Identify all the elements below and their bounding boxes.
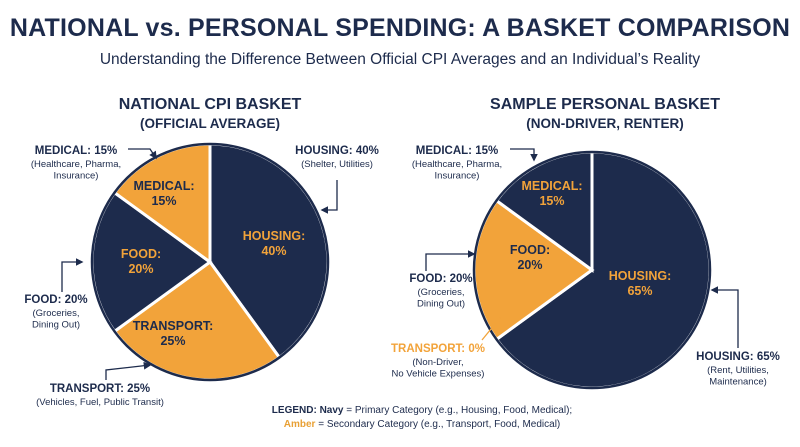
personal-transport-callout-detail-line: No Vehicle Expenses) [392,369,485,380]
national-transport-callout-heading: TRANSPORT: 25% [50,383,150,395]
personal-subtitle-text: (NON-DRIVER, RENTER) [526,116,684,131]
housing-slice-label-line: 65% [627,284,652,298]
transport-slice-label-line: TRANSPORT: [133,319,214,333]
national-housing-callout-heading: HOUSING: 40% [295,145,379,157]
national-medical-arrow [128,148,157,160]
personal-food-callout-detail: (Groceries, Dining Out) [417,287,465,310]
personal-medical-callout-detail-line: (Healthcare, Pharma, [412,159,502,170]
national-medical-callout-heading: MEDICAL: 15% [35,145,117,157]
national-housing-arrow [320,180,338,214]
personal-housing-arrow [710,286,739,348]
personal-housing-callout-heading: HOUSING: 65% [696,351,780,363]
housing-slice-label-line: 40% [261,244,286,258]
legend-line-amber: Amber = Secondary Category (e.g., Transp… [262,418,582,432]
national-transport-arrow [105,361,152,380]
legend-amber-text: = Secondary Category (e.g., Transport, F… [318,419,561,430]
personal-chart-title: SAMPLE PERSONAL BASKET (NON-DRIVER, RENT… [470,96,740,131]
national-subtitle-text: (OFFICIAL AVERAGE) [140,116,280,131]
personal-title-text: SAMPLE PERSONAL BASKET [490,96,720,113]
personal-housing-callout-detail: (Rent, Utilities, Maintenance) [707,365,769,388]
national-chart-title: NATIONAL CPI BASKET (OFFICIAL AVERAGE) [90,96,330,131]
national-food-callout-detail-line: (Groceries, [33,308,80,319]
national-food-arrow [61,258,84,292]
page-subtitle: Understanding the Difference Between Off… [99,51,701,68]
personal-transport-callout-heading: TRANSPORT: 0% [391,343,485,355]
medical-slice-label-line: 15% [539,194,564,208]
national-transport-callout-detail: (Vehicles, Fuel, Public Transit) [36,397,164,408]
personal-housing-callout-heading-line: HOUSING: 65% [696,351,780,363]
national-transport-callout-heading-line: TRANSPORT: 25% [50,383,150,395]
food-slice-label-line: 20% [128,262,153,276]
legend-amber-word: Amber [283,419,316,430]
food-slice-label: FOOD: 20% [510,243,550,272]
legend-label: LEGEND: [271,405,317,416]
personal-transport-callout-detail-line: (Non-Driver, [412,357,463,368]
personal-medical-callout-heading: MEDICAL: 15% [416,145,498,157]
page-title: NATIONAL vs. PERSONAL SPENDING: A BASKET… [9,14,791,42]
callouts: MEDICAL: 15%(Healthcare, Pharma, Insuranc… [24,145,779,408]
national-title-text: NATIONAL CPI BASKET [118,96,302,113]
national-medical-callout-detail-line: (Healthcare, Pharma, [31,159,121,170]
personal-transport-arrow [481,316,501,341]
transport-slice-label: TRANSPORT: 25% [133,319,214,348]
personal-transport-callout-heading-line: TRANSPORT: 0% [391,343,485,355]
pie-outline [472,150,712,390]
personal-food-callout-heading: FOOD: 20% [409,273,472,285]
food-slice-label-line: 20% [517,258,542,272]
national-transport-callout-detail-line: (Vehicles, Fuel, Public Transit) [36,397,164,408]
personal-transport-callout-detail: (Non-Driver, No Vehicle Expenses) [392,357,485,380]
national-housing-callout-heading-line: HOUSING: 40% [295,145,379,157]
medical-slice-label-line: MEDICAL: [133,179,194,193]
personal-medical-arrow [510,148,538,162]
food-slice-label: FOOD: 20% [121,247,161,276]
personal-pie: HOUSING: 65% FOOD: 20% MEDICAL: 15% [472,150,712,390]
food-slice-label-line: FOOD: [121,247,161,261]
national-food-callout-detail-line: Dining Out) [32,320,80,331]
personal-food-callout-detail-line: Dining Out) [417,299,465,310]
personal-food-callout-detail-line: (Groceries, [418,287,465,298]
national-food-callout-heading: FOOD: 20% [24,294,87,306]
personal-housing-callout-detail-line: Maintenance) [709,377,767,388]
national-medical-callout-heading-line: MEDICAL: 15% [35,145,117,157]
medical-slice-label-line: MEDICAL: [521,179,582,193]
transport-slice-label-line: 25% [160,334,185,348]
medical-slice-label: MEDICAL: 15% [133,179,194,208]
national-housing-callout-detail: (Shelter, Utilities) [301,159,373,170]
national-medical-callout-detail-line: Insurance) [54,171,99,182]
food-slice-label-line: FOOD: [510,243,550,257]
personal-food-arrow [425,250,476,271]
legend-navy-text: = Primary Category (e.g., Housing, Food,… [346,405,573,416]
national-housing-callout-detail-line: (Shelter, Utilities) [301,159,373,170]
personal-food-callout-heading-line: FOOD: 20% [409,273,472,285]
housing-slice-label-line: HOUSING: [243,229,306,243]
medical-slice-label: MEDICAL: 15% [521,179,582,208]
national-pie: HOUSING: 40% TRANSPORT: 25% FOOD: 20% MEDICAL:… [90,142,330,382]
personal-medical-callout-heading-line: MEDICAL: 15% [416,145,498,157]
medical-slice-label-line: 15% [151,194,176,208]
pie-outline [90,142,330,382]
national-food-callout-heading-line: FOOD: 20% [24,294,87,306]
housing-slice-label-line: HOUSING: [609,269,672,283]
national-medical-callout-detail: (Healthcare, Pharma, Insurance) [31,159,121,182]
national-food-callout-detail: (Groceries, Dining Out) [32,308,80,331]
legend-line-navy: LEGEND: Navy = Primary Category (e.g., H… [262,404,582,418]
legend: LEGEND: Navy = Primary Category (e.g., H… [262,404,582,432]
housing-slice-label: HOUSING: 65% [609,269,672,298]
personal-medical-callout-detail-line: Insurance) [435,171,480,182]
housing-slice-label: HOUSING: 40% [243,229,306,258]
personal-medical-callout-detail: (Healthcare, Pharma, Insurance) [412,159,502,182]
legend-navy-word: Navy [319,405,344,416]
personal-housing-callout-detail-line: (Rent, Utilities, [707,365,769,376]
